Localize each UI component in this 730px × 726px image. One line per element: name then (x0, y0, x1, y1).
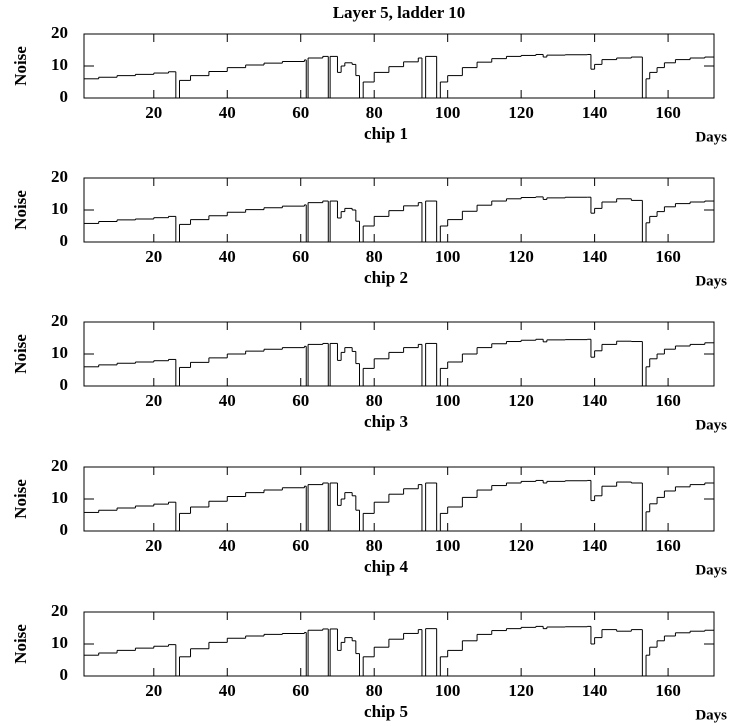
x-axis-label: Days (695, 707, 727, 723)
y-tick-label: 20 (51, 23, 68, 42)
chart-title: Layer 5, ladder 10 (333, 3, 466, 22)
x-axis-label: Days (695, 562, 727, 578)
y-axis-label: Noise (11, 479, 30, 519)
x-tick-label: 120 (508, 391, 534, 410)
x-tick-label: 60 (292, 247, 309, 266)
x-tick-label: 40 (219, 103, 236, 122)
y-tick-label: 0 (60, 87, 69, 106)
x-tick-label: 40 (219, 681, 236, 700)
y-tick-label: 0 (60, 520, 69, 539)
plot-frame (83, 466, 715, 532)
x-axis-label: Days (695, 129, 727, 145)
x-tick-label: 160 (655, 681, 681, 700)
x-tick-label: 20 (145, 247, 162, 266)
x-axis-label: Days (695, 273, 727, 289)
x-tick-label: 100 (435, 103, 461, 122)
y-tick-label: 0 (60, 231, 69, 250)
x-tick-label: 140 (582, 536, 608, 555)
x-tick-label: 160 (655, 103, 681, 122)
caption: chip 3 (364, 412, 408, 431)
y-tick-label: 20 (51, 456, 68, 475)
y-tick-label: 10 (51, 199, 68, 218)
caption: chip 5 (364, 702, 408, 721)
y-tick-label: 10 (51, 633, 68, 652)
x-tick-label: 160 (655, 391, 681, 410)
x-tick-label: 80 (366, 103, 383, 122)
y-tick-label: 20 (51, 311, 68, 330)
x-tick-label: 80 (366, 391, 383, 410)
x-tick-label: 40 (219, 391, 236, 410)
x-tick-label: 80 (366, 681, 383, 700)
x-tick-label: 120 (508, 536, 534, 555)
caption: chip 1 (364, 124, 408, 143)
y-axis-label: Noise (11, 334, 30, 374)
x-tick-label: 80 (366, 536, 383, 555)
x-tick-label: 60 (292, 103, 309, 122)
plot-frame (83, 321, 715, 387)
x-tick-label: 140 (582, 391, 608, 410)
x-tick-label: 40 (219, 536, 236, 555)
plot-frame (83, 33, 715, 99)
x-tick-label: 120 (508, 103, 534, 122)
y-axis-label: Noise (11, 46, 30, 86)
y-tick-label: 20 (51, 167, 68, 186)
x-axis-label: Days (695, 417, 727, 433)
x-tick-label: 160 (655, 247, 681, 266)
x-tick-label: 20 (145, 391, 162, 410)
plot-frame (83, 177, 715, 243)
x-tick-label: 20 (145, 103, 162, 122)
x-tick-label: 100 (435, 536, 461, 555)
x-tick-label: 100 (435, 681, 461, 700)
y-tick-label: 10 (51, 488, 68, 507)
x-tick-label: 140 (582, 247, 608, 266)
caption: chip 2 (364, 268, 408, 287)
plot-frame (83, 611, 715, 677)
x-tick-label: 20 (145, 536, 162, 555)
x-tick-label: 100 (435, 391, 461, 410)
y-tick-label: 0 (60, 375, 69, 394)
x-tick-label: 60 (292, 391, 309, 410)
x-tick-label: 140 (582, 103, 608, 122)
y-tick-label: 20 (51, 601, 68, 620)
y-tick-label: 10 (51, 343, 68, 362)
y-axis-label: Noise (11, 190, 30, 230)
y-tick-label: 10 (51, 55, 68, 74)
x-tick-label: 40 (219, 247, 236, 266)
x-tick-label: 80 (366, 247, 383, 266)
x-tick-label: 120 (508, 247, 534, 266)
x-tick-label: 160 (655, 536, 681, 555)
y-axis-label: Noise (11, 624, 30, 664)
x-tick-label: 140 (582, 681, 608, 700)
x-tick-label: 120 (508, 681, 534, 700)
caption: chip 4 (364, 557, 408, 576)
x-tick-label: 20 (145, 681, 162, 700)
x-tick-label: 60 (292, 681, 309, 700)
x-tick-label: 100 (435, 247, 461, 266)
y-tick-label: 0 (60, 665, 69, 684)
x-tick-label: 60 (292, 536, 309, 555)
